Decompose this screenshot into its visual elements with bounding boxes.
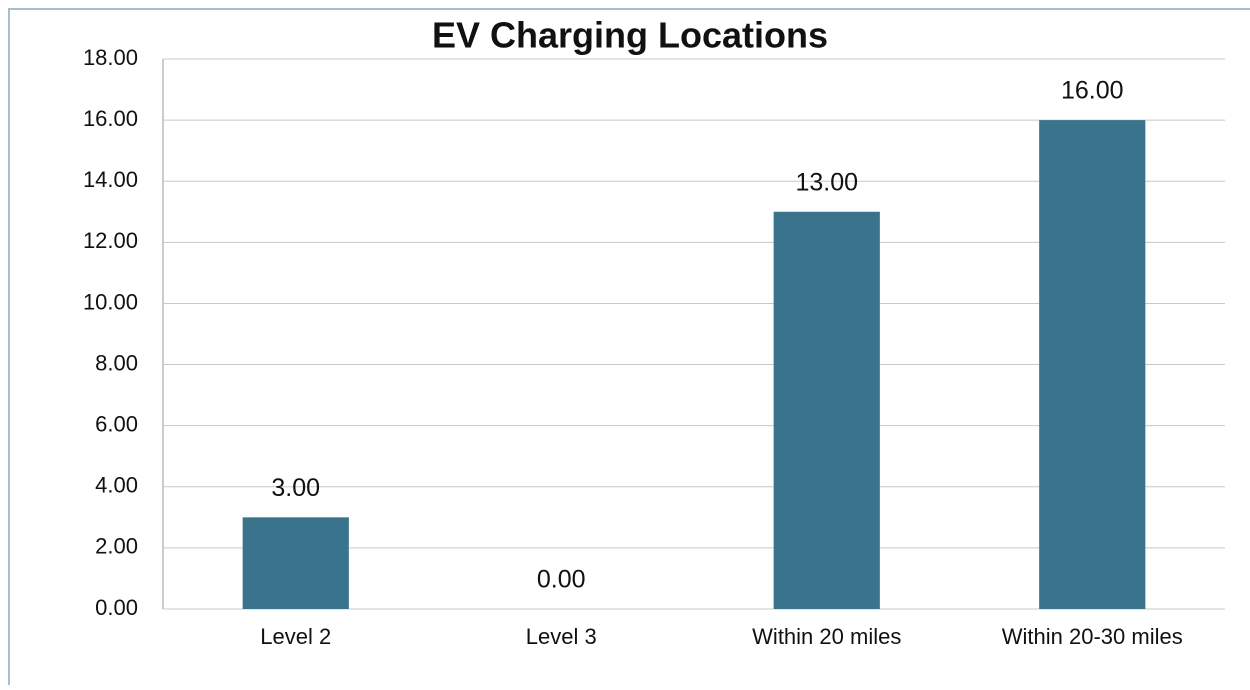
y-tick-label: 12.00 (83, 228, 138, 253)
bar (242, 517, 349, 609)
y-tick-label: 14.00 (83, 167, 138, 192)
chart-title: EV Charging Locations (432, 15, 828, 56)
x-tick-label-box: Level 3 (525, 624, 597, 649)
y-tick-label: 0.00 (95, 595, 138, 620)
value-label: 13.00 (795, 168, 858, 196)
y-tick-label: 6.00 (95, 411, 138, 436)
x-tick-label: Level 3 (525, 624, 597, 649)
value-label: 0.00 (537, 566, 586, 594)
x-tick-label: Within 20 miles (752, 624, 902, 649)
x-tick-label-box: Within 20-30 miles (1001, 624, 1183, 649)
x-tick-label-box: Within 20 miles (752, 624, 902, 649)
bar (773, 211, 880, 609)
y-tick-label: 4.00 (95, 473, 138, 498)
y-tick-label: 10.00 (83, 289, 138, 314)
y-tick-label: 2.00 (95, 534, 138, 559)
x-tick-label: Level 2 (260, 624, 332, 649)
y-tick-label: 18.00 (83, 45, 138, 70)
value-label: 3.00 (271, 474, 320, 502)
x-tick-label: Within 20-30 miles (1001, 624, 1183, 649)
bar (1039, 120, 1146, 609)
y-tick-label: 8.00 (95, 350, 138, 375)
frame (8, 8, 1250, 685)
y-tick-label: 16.00 (83, 106, 138, 131)
value-label: 16.00 (1061, 77, 1124, 105)
x-tick-label-box: Level 2 (260, 624, 332, 649)
